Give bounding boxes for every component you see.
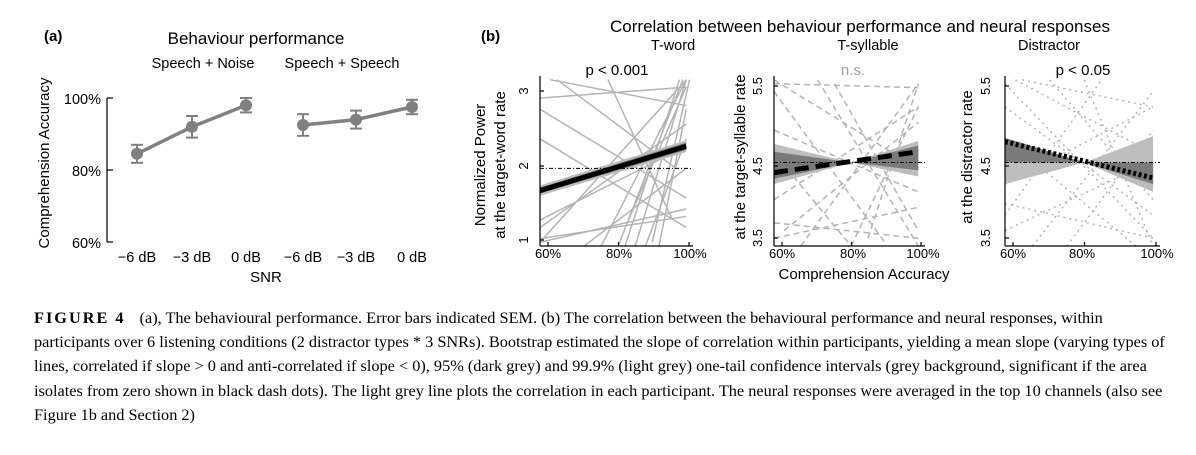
participant-line [774, 206, 919, 240]
subplot-x-tick-label: 60% [769, 246, 795, 261]
subplot-y-tick-label: 5.5 [750, 77, 765, 95]
confidence-band-95 [1005, 137, 1154, 185]
participant-line [1022, 79, 1154, 108]
subplot-plot-area-t-word [539, 76, 693, 247]
subplot-title-t-word: T-word [651, 38, 695, 54]
panel-b-letter: (b) [481, 28, 500, 45]
subplot-y-tick-label: 3 [516, 87, 531, 94]
subplot-y-axis-label-t-word: Normalized Power [472, 104, 489, 227]
panel-a-plot-area [131, 97, 418, 164]
subplot-x-tick-label: 80% [840, 246, 866, 261]
panel-a-x-axis-label: SNR [250, 269, 282, 286]
panel-a-data-point [186, 120, 198, 133]
mean-slope-line [774, 149, 919, 176]
subplot-x-tick-label: 60% [535, 246, 561, 261]
subplot-x-tick-label: 100% [906, 246, 940, 261]
subplot-y-axis-label-distractor: at the distractor rate [959, 90, 976, 223]
subplot-plot-area-t-syllable [773, 76, 925, 247]
panel-b-x-axis-label: Comprehension Accuracy [779, 266, 950, 283]
participant-line [1031, 90, 1154, 246]
mean-slope-line [540, 143, 687, 193]
panel-a-letter: (a) [44, 28, 62, 45]
panel-a-y-tick-label: 60% [72, 236, 101, 252]
participant-line [550, 78, 687, 107]
participant-line [644, 138, 687, 246]
panel-b-title: Correlation between behaviour performanc… [610, 17, 1110, 36]
participant-line [774, 129, 919, 193]
subplot-clipped-group [540, 78, 693, 246]
panel-a-data-point [406, 101, 418, 113]
figure-caption: FIGURE 4 (a), The behavioural performance… [34, 306, 1169, 427]
subplot-title-distractor: Distractor [1018, 38, 1080, 54]
participant-line [1014, 79, 1154, 154]
participant-line [816, 79, 919, 246]
panel-a-x-tick-label: 0 dB [231, 250, 261, 266]
subplot-pvalue-t-word: p < 0.001 [586, 62, 649, 79]
participant-line [1005, 79, 1103, 216]
panel-a-data-point [297, 119, 309, 131]
participant-line [1005, 106, 1154, 185]
panel-a-data-point [131, 147, 143, 160]
panel-a-group-label-noise: Speech + Noise [152, 56, 255, 72]
subplot-x-tick-label: 100% [673, 246, 707, 261]
participant-line [540, 208, 687, 244]
subplot-y-tick-label: 4.5 [978, 157, 993, 175]
participant-line [651, 79, 691, 243]
subplot-y-tick-label: 3.5 [978, 229, 993, 247]
subplot-y-tick-label: 4.5 [750, 157, 765, 175]
panel-a-x-tick-label: −3 dB [173, 250, 211, 266]
subplot-x-tick-label: 100% [1140, 246, 1174, 261]
subplot-title-t-syllable: T-syllable [837, 38, 898, 54]
participant-line [774, 222, 919, 240]
participant-line [783, 121, 919, 232]
subplot-x-tick-label: 60% [1000, 246, 1026, 261]
panel-a-y-axis-label: Comprehension Accuracy [36, 77, 53, 248]
panel-a-y-tick-label: 100% [64, 92, 101, 108]
subplot-pvalue-distractor: p < 0.05 [1056, 62, 1111, 79]
mean-slope-line [1005, 139, 1154, 181]
participant-line [774, 82, 919, 89]
subplot-x-tick-label: 80% [606, 246, 632, 261]
subplot-plot-area-distractor [1004, 76, 1160, 247]
subplot-y-axis-label-t-syllable: at the target-syllable rate [732, 74, 749, 239]
participant-line [583, 167, 687, 246]
panel-a-x-tick-label: −3 dB [337, 250, 375, 266]
panel-a-title: Behaviour performance [168, 29, 345, 48]
participant-line [540, 79, 687, 243]
subplot-y-tick-label: 2 [516, 162, 531, 169]
participant-line [607, 79, 674, 221]
panel-a-group-label-speech: Speech + Speech [285, 56, 400, 72]
participant-line [658, 109, 687, 246]
panel-a-x-tick-label: −6 dB [118, 250, 156, 266]
figure-caption-label: FIGURE 4 [34, 308, 126, 327]
panel-a-x-tick-label: −6 dB [284, 250, 322, 266]
subplot-clipped-group [1005, 79, 1160, 246]
participant-line [850, 106, 919, 246]
subplot-y-tick-label: 1 [516, 236, 531, 243]
participant-line [624, 79, 681, 246]
subplot-clipped-group [774, 79, 925, 246]
panel-a-data-point [240, 99, 252, 112]
participant-line [540, 215, 687, 240]
subplot-y-tick-label: 3.5 [750, 229, 765, 247]
panel-a-data-point [350, 113, 362, 126]
participant-line [540, 86, 687, 99]
participant-line [1049, 79, 1154, 201]
participant-line [800, 83, 919, 246]
participant-line [774, 106, 919, 201]
panel-a-x-tick-label: 0 dB [397, 250, 427, 266]
participant-line [540, 108, 687, 199]
subplot-y-tick-label: 5.5 [978, 77, 993, 95]
subplot-pvalue-t-syllable: n.s. [841, 62, 865, 79]
figure-caption-text: (a), The behavioural performance. Error … [34, 308, 1165, 424]
subplot-y-axis-label-t-word: at the target-word rate [492, 91, 509, 239]
figure-canvas: (a) Behaviour performance Speech + Noise… [36, 17, 1174, 286]
subplot-x-tick-label: 80% [1069, 246, 1095, 261]
participant-line [1005, 202, 1154, 240]
participant-line [1005, 137, 1137, 246]
participant-line [540, 123, 687, 229]
panel-a-y-tick-label: 80% [72, 164, 101, 180]
